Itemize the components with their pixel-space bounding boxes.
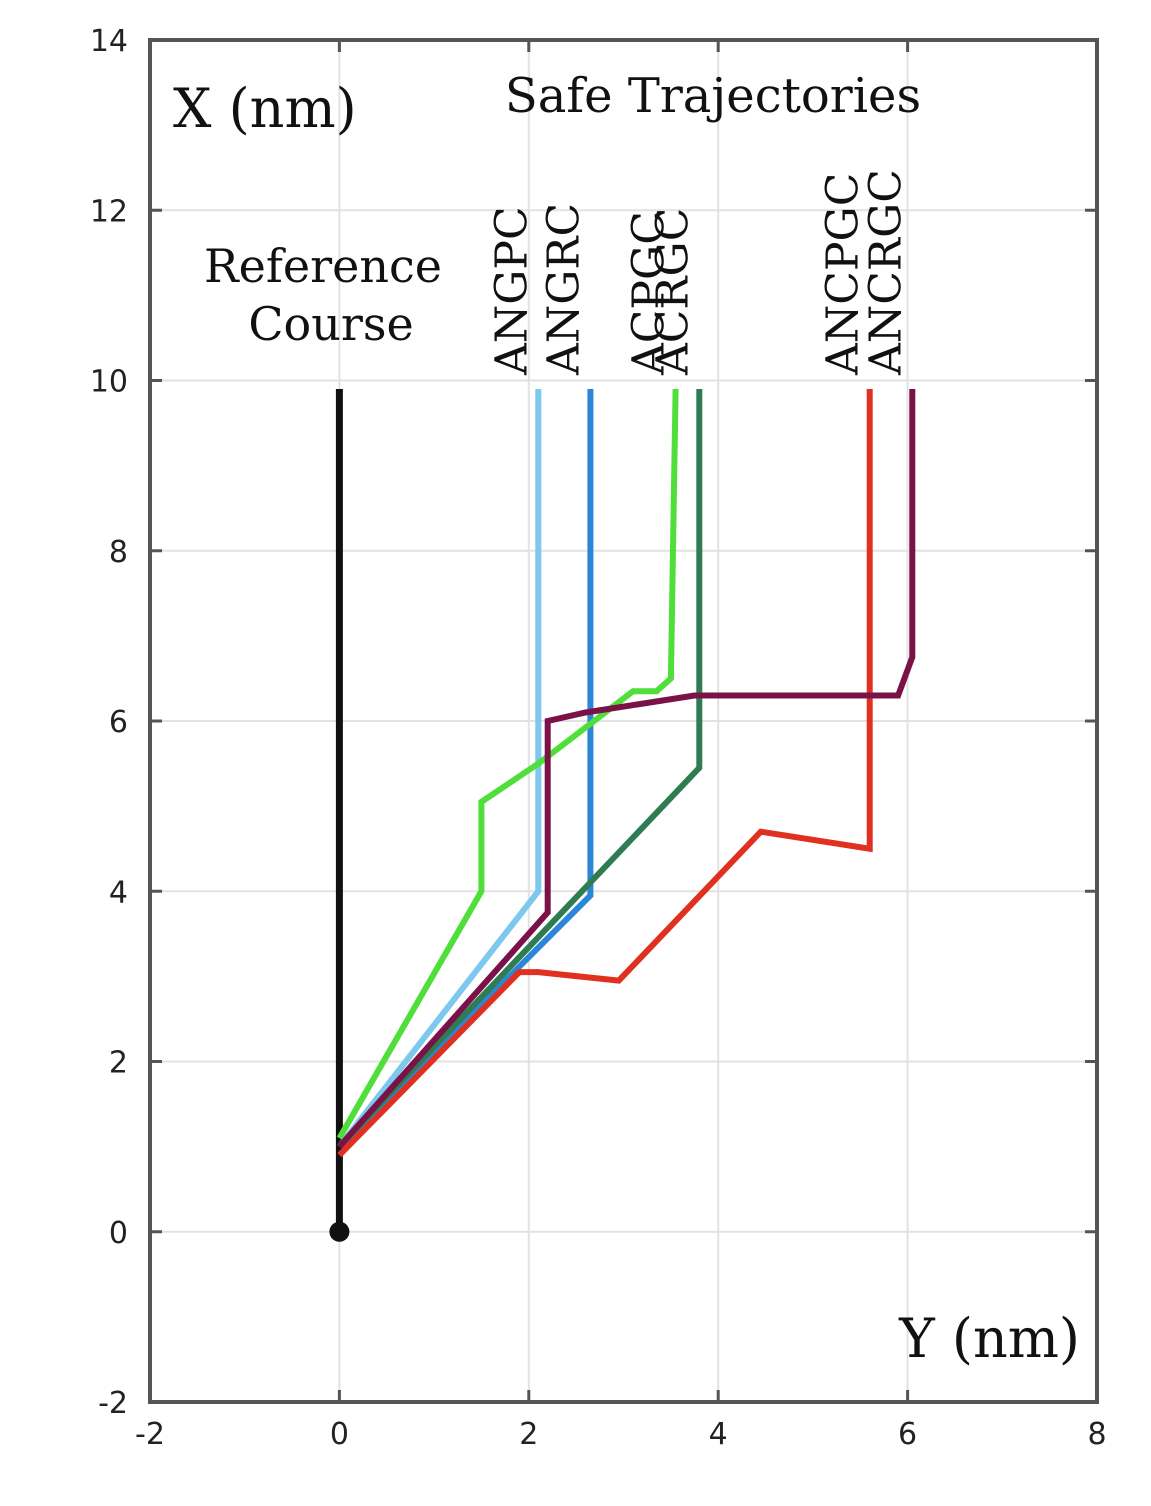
x-tick-label: 8 bbox=[1087, 1417, 1106, 1452]
y-tick-label: 10 bbox=[90, 365, 128, 400]
x-axis-label: Y (nm) bbox=[898, 1307, 1080, 1370]
series-label-angrc: ANGRC bbox=[538, 203, 589, 376]
y-tick-label: 0 bbox=[109, 1216, 128, 1251]
y-axis-label: X (nm) bbox=[173, 77, 357, 140]
x-tick-label: 6 bbox=[898, 1417, 917, 1452]
x-tick-label: 4 bbox=[709, 1417, 728, 1452]
series-label-ancpgc: ANCPGC bbox=[818, 173, 869, 376]
reference-label-line2: Course bbox=[248, 297, 413, 351]
series-line-ancrgc bbox=[337, 389, 916, 1149]
start-point-marker bbox=[329, 1221, 350, 1242]
grid bbox=[150, 40, 1097, 1402]
chart-title: Safe Trajectories bbox=[505, 68, 921, 124]
series-label-ancrgc: ANCRGC bbox=[860, 169, 911, 376]
x-tick-label: 0 bbox=[330, 1417, 349, 1452]
series-lines bbox=[329, 388, 916, 1242]
y-tick-label: 8 bbox=[109, 535, 128, 570]
y-tick-label: 6 bbox=[109, 705, 128, 740]
series-line-angrc bbox=[337, 389, 594, 1149]
y-tick-label: 2 bbox=[109, 1046, 128, 1081]
y-tick-label: -2 bbox=[98, 1386, 128, 1421]
series-label-acrgc: ACRGC bbox=[647, 208, 698, 376]
plot-frame bbox=[148, 38, 1099, 1404]
series-line-acpgc bbox=[336, 388, 679, 1140]
series-line-ancpgc bbox=[337, 389, 873, 1158]
series-label-acpgc: ACPGC bbox=[624, 211, 675, 376]
reference-label-line1: Reference bbox=[204, 239, 442, 293]
series-label-angpc: ANGPC bbox=[486, 206, 537, 376]
y-tick-label: 14 bbox=[90, 24, 128, 59]
tick-labels: -2 0 2 4 6 8 -2 0 2 4 6 8 10 12 14 bbox=[90, 24, 1107, 1452]
series-line-angpc bbox=[337, 389, 542, 1149]
y-tick-label: 12 bbox=[90, 194, 128, 229]
x-tick-label: 2 bbox=[519, 1417, 538, 1452]
x-tick-label: -2 bbox=[135, 1417, 165, 1452]
series-line-acrgc bbox=[337, 389, 703, 1149]
y-tick-label: 4 bbox=[109, 875, 128, 910]
